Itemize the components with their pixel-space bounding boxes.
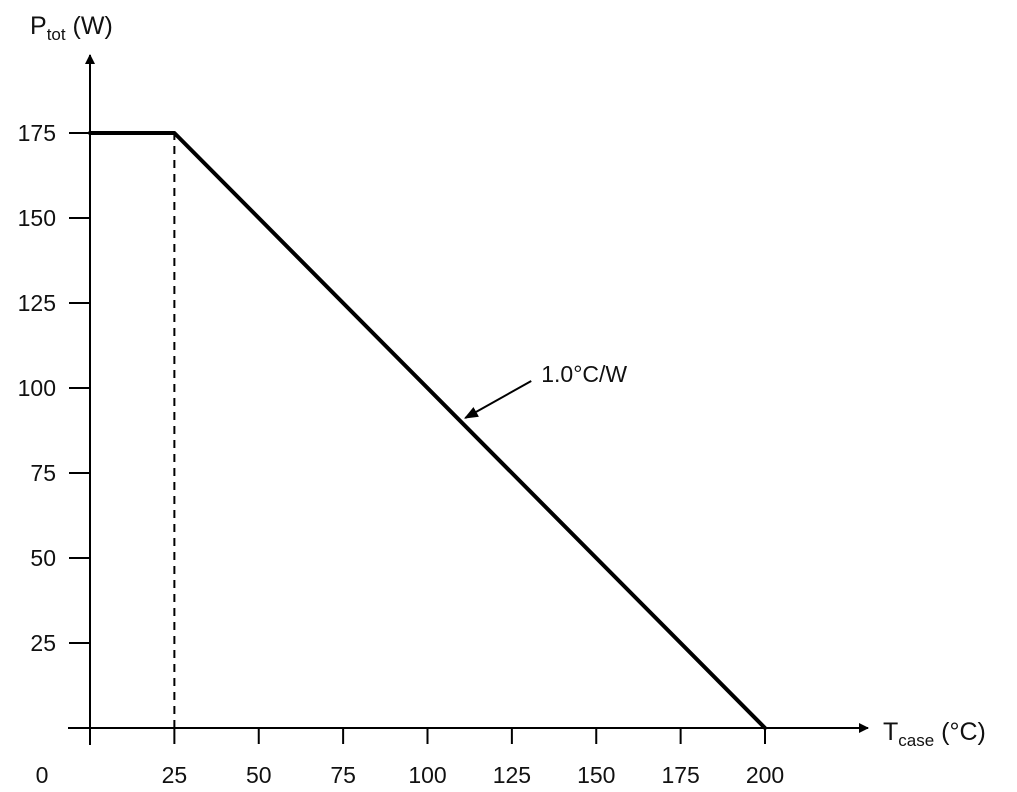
- x-axis-title-main: T: [883, 718, 898, 746]
- x-tick-label: 75: [330, 762, 356, 788]
- x-tick-label: 175: [661, 762, 699, 788]
- annotation-arrow: [464, 380, 532, 419]
- x-axis-title: Tcase (°C): [883, 718, 986, 750]
- x-tick-label: 50: [246, 762, 272, 788]
- x-tick-label: 200: [746, 762, 784, 788]
- y-axis-title-unit: (W): [66, 12, 113, 40]
- y-tick-label: 175: [18, 120, 56, 146]
- y-tick-label: 150: [18, 205, 56, 231]
- y-tick-label: 100: [18, 375, 56, 401]
- y-tick-label: 125: [18, 290, 56, 316]
- x-axis-title-unit: (°C): [934, 718, 986, 746]
- y-axis-title-main: P: [30, 12, 47, 40]
- series-line: [88, 131, 767, 730]
- y-ticks: 25 50 75 100 125 150 175: [18, 120, 90, 656]
- annotation-label: 1.0°C/W: [541, 361, 627, 387]
- y-axis-title-sub: tot: [47, 25, 66, 44]
- y-tick-label: 75: [30, 460, 56, 486]
- x-tick-label: 150: [577, 762, 615, 788]
- y-tick-label: 25: [30, 630, 56, 656]
- x-ticks: 0 25 50 75 100 125 150 175 200: [36, 728, 784, 788]
- x-tick-label: 100: [408, 762, 446, 788]
- x-tick-label: 0: [36, 762, 49, 788]
- x-axis-title-sub: case: [898, 731, 934, 750]
- x-tick-label: 125: [493, 762, 531, 788]
- y-tick-label: 50: [30, 545, 56, 571]
- y-axis-title: Ptot (W): [30, 12, 113, 44]
- x-tick-label: 25: [162, 762, 188, 788]
